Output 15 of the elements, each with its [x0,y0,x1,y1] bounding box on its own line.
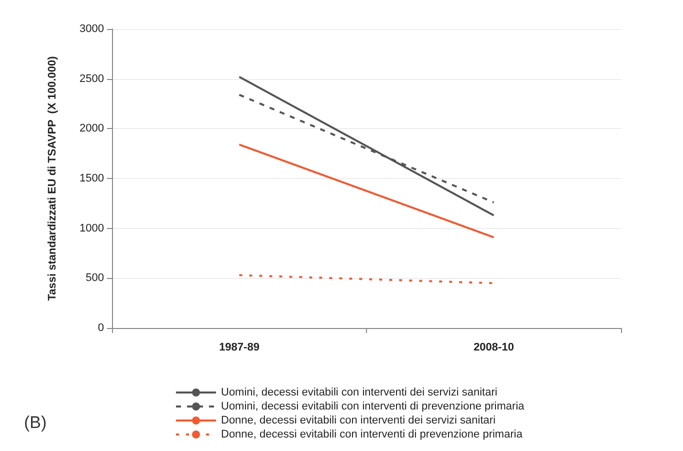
y-tick-label: 0 [98,322,104,334]
text: (B) [24,413,47,432]
x-tick-label: 1987-89 [219,342,260,354]
y-tick-label: 3000 [80,23,104,35]
y-axis-title: Tassi standardizzati EU di TSAVPP (X 100.000) [46,56,58,301]
legend-label: Uomini, decessi evitabili con interventi di prevenzione primaria [221,400,526,412]
y-tick-label: 2500 [80,72,104,85]
y-tick-label: 1500 [80,172,104,184]
legend-label: Donne, decessi evitabili con interventi di prevenzione primaria [221,428,524,440]
legend-label: Donne, decessi evitabili con interventi dei servizi sanitari [221,414,496,426]
y-tick-label: 500 [86,272,104,284]
legend-label: Uomini, decessi evitabili con interventi dei servizi sanitari [221,386,498,398]
y-tick-label: 1000 [80,222,104,234]
x-tick-label: 2008-10 [474,342,514,354]
y-tick-label: 2000 [80,122,104,135]
